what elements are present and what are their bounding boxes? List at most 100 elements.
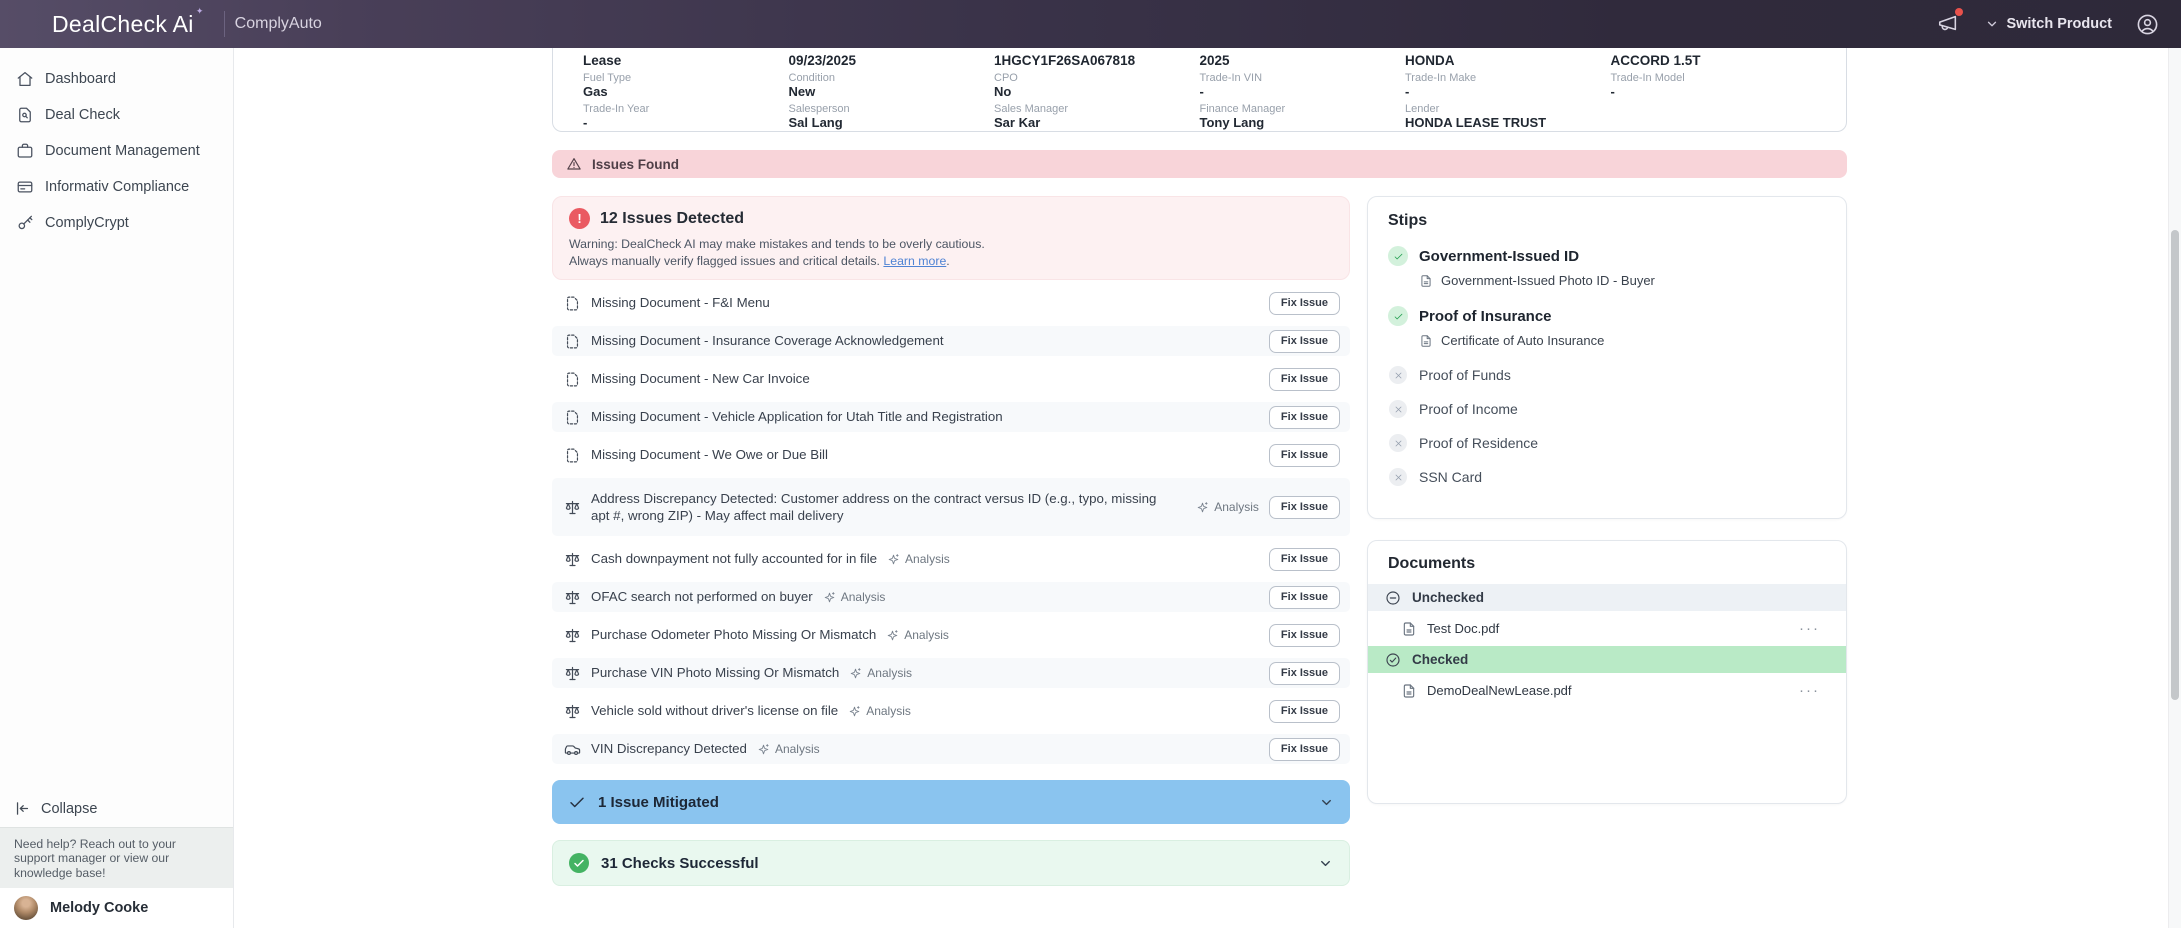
deal-field-value: - [1199, 84, 1204, 99]
mitigated-banner[interactable]: 1 Issue Mitigated [552, 780, 1350, 824]
user-menu[interactable]: Melody Cooke [0, 888, 233, 928]
documents-section-checked[interactable]: Checked [1368, 646, 1846, 673]
fix-issue-button[interactable]: Fix Issue [1268, 699, 1340, 723]
deal-field-value: No [994, 84, 1012, 99]
scale-icon [564, 665, 581, 682]
stip-row[interactable]: Proof of Funds [1388, 366, 1826, 384]
issue-row: Cash downpayment not fully accounted for… [552, 544, 1350, 574]
deal-field-label: Sales Manager [994, 103, 1068, 115]
stip-row[interactable]: Government-Issued ID [1388, 246, 1826, 266]
analysis-label: Analysis [774, 742, 820, 756]
deal-column: Lease Fuel Type Gas Trade-In Year - [583, 48, 789, 131]
sidebar-item-label: Informativ Compliance [45, 179, 190, 195]
analysis-chip[interactable]: Analysis [849, 666, 912, 680]
collapse-icon [14, 800, 31, 817]
stip-row[interactable]: Proof of Residence [1388, 434, 1826, 452]
analysis-chip[interactable]: Analysis [1196, 500, 1259, 514]
fix-issue-button[interactable]: Fix Issue [1268, 623, 1340, 647]
stip-item-proof-of-income[interactable]: Proof of Income [1388, 400, 1826, 418]
documents-section-unchecked[interactable]: Unchecked [1368, 584, 1846, 611]
deal-top-value: ACCORD 1.5T [1610, 53, 1701, 68]
issue-text: Missing Document - Vehicle Application f… [591, 409, 1003, 425]
deal-top-value: Lease [583, 53, 622, 68]
fix-issue-button[interactable]: Fix Issue [1268, 547, 1340, 571]
stip-item-proof-of-residence[interactable]: Proof of Residence [1388, 434, 1826, 452]
issues-detected-panel: ! 12 Issues Detected Warning: DealCheck … [552, 196, 1350, 280]
stip-label: Proof of Income [1419, 401, 1518, 417]
sidebar-item-deal-check[interactable]: Deal Check [0, 97, 233, 133]
x-icon [1389, 366, 1407, 384]
issue-text: Vehicle sold without driver's license on… [591, 703, 839, 719]
fix-issue-button[interactable]: Fix Issue [1268, 661, 1340, 685]
success-banner[interactable]: 31 Checks Successful [552, 840, 1350, 886]
document-file-row[interactable]: Test Doc.pdf ··· [1368, 611, 1846, 646]
key-icon [16, 214, 34, 232]
fix-issue-button[interactable]: Fix Issue [1268, 291, 1340, 315]
account-icon[interactable] [2136, 13, 2159, 36]
sidebar-item-informativ-compliance[interactable]: Informativ Compliance [0, 169, 233, 205]
learn-more-link[interactable]: Learn more [883, 253, 947, 268]
issue-row: Purchase Odometer Photo Missing Or Misma… [552, 620, 1350, 650]
deal-field-label: CPO [994, 72, 1018, 84]
deal-field-label: Fuel Type [583, 72, 632, 84]
file-icon [1419, 334, 1433, 348]
stip-row[interactable]: Proof of Insurance [1388, 306, 1826, 326]
issue-row: Address Discrepancy Detected: Customer a… [552, 478, 1350, 536]
analysis-chip[interactable]: Analysis [886, 628, 949, 642]
stip-item-proof-of-funds[interactable]: Proof of Funds [1388, 366, 1826, 384]
fix-issue-button[interactable]: Fix Issue [1268, 585, 1340, 609]
user-name: Melody Cooke [50, 900, 149, 916]
sparkles-icon [823, 591, 836, 604]
app-header: DealCheck Ai ✦ ComplyAuto Switch Product [0, 0, 2181, 48]
fix-issue-button[interactable]: Fix Issue [1268, 737, 1340, 761]
stip-document[interactable]: Government-Issued Photo ID - Buyer [1419, 273, 1826, 288]
x-icon [1389, 468, 1407, 486]
analysis-chip[interactable]: Analysis [887, 552, 950, 566]
chevron-down-icon [1318, 856, 1333, 871]
deal-field-label: Condition [788, 72, 835, 84]
side-panels-column: Stips Government-Issued ID Government-Iss… [1367, 196, 1847, 804]
app-logo[interactable]: DealCheck Ai ✦ [52, 6, 203, 38]
sidebar-item-document-management[interactable]: Document Management [0, 133, 233, 169]
sparkles-icon [887, 553, 900, 566]
document-file-row[interactable]: DemoDealNewLease.pdf ··· [1368, 673, 1846, 708]
issue-row: OFAC search not performed on buyer Analys… [552, 582, 1350, 612]
header-divider [223, 11, 225, 37]
stip-row[interactable]: SSN Card [1388, 468, 1826, 486]
deal-field-label: Trade-In Model [1610, 72, 1685, 84]
sidebar-nav: Dashboard Deal Check Document Management In… [0, 48, 233, 241]
fix-issue-button[interactable]: Fix Issue [1268, 405, 1340, 429]
product-name: ComplyAuto [234, 15, 322, 32]
fix-issue-button[interactable]: Fix Issue [1268, 367, 1340, 391]
issue-row: Missing Document - New Car Invoice Fix Is… [552, 364, 1350, 394]
fix-issue-button[interactable]: Fix Issue [1268, 495, 1340, 519]
issues-found-banner[interactable]: Issues Found [552, 150, 1847, 178]
switch-product-button[interactable]: Switch Product [1985, 16, 2112, 32]
stip-document[interactable]: Certificate of Auto Insurance [1419, 333, 1826, 348]
x-icon [1389, 400, 1407, 418]
stip-label: SSN Card [1419, 469, 1483, 485]
more-options-icon[interactable]: ··· [1799, 681, 1820, 699]
stip-row[interactable]: Proof of Income [1388, 400, 1826, 418]
sidebar-item-complycrypt[interactable]: ComplyCrypt [0, 205, 233, 241]
analysis-chip[interactable]: Analysis [848, 704, 911, 718]
sidebar-item-dashboard[interactable]: Dashboard [0, 61, 233, 97]
analysis-chip[interactable]: Analysis [823, 590, 885, 604]
stip-item-government-issued-id[interactable]: Government-Issued ID Government-Issued Ph… [1388, 246, 1826, 288]
stip-item-ssn-card[interactable]: SSN Card [1388, 468, 1826, 486]
deal-column: 2025 Trade-In VIN - Finance Manager Tony Lan… [1200, 48, 1406, 131]
more-options-icon[interactable]: ··· [1799, 619, 1820, 637]
fix-issue-button[interactable]: Fix Issue [1268, 329, 1340, 353]
deal-field-label: Salesperson [788, 103, 850, 115]
sidebar-item-label: Document Management [45, 143, 200, 159]
announcements-icon[interactable] [1937, 8, 1964, 36]
chevron-down-icon [1985, 17, 1999, 31]
file-dashed-icon [564, 447, 581, 464]
scrollbar-thumb[interactable] [2171, 230, 2179, 700]
collapse-button[interactable]: Collapse [0, 791, 233, 827]
stip-item-proof-of-insurance[interactable]: Proof of Insurance Certificate of Auto In… [1388, 306, 1826, 348]
documents-list: Unchecked Test Doc.pdf ··· Checked DemoDealN… [1368, 584, 1846, 708]
fix-issue-button[interactable]: Fix Issue [1268, 443, 1340, 467]
analysis-chip[interactable]: Analysis [757, 742, 820, 756]
stip-label: Proof of Insurance [1419, 307, 1552, 325]
